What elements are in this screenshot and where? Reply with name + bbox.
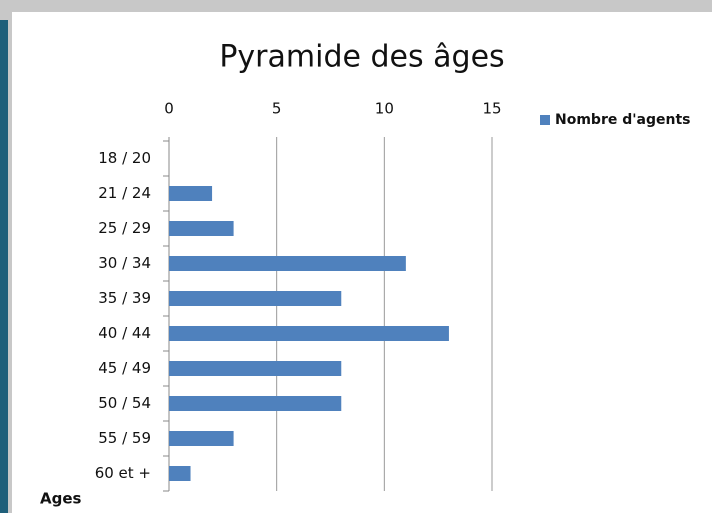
legend-swatch: [540, 115, 550, 125]
y-tick-label: 55 / 59: [98, 429, 151, 447]
side-strip: [0, 20, 8, 513]
bar: [169, 256, 406, 271]
y-tick-label: 21 / 24: [98, 184, 151, 202]
x-tick-label: 10: [375, 100, 394, 118]
x-tick-label: 5: [272, 100, 282, 118]
y-tick-label: 25 / 29: [98, 219, 151, 237]
y-tick-label: 35 / 39: [98, 289, 151, 307]
y-tick-label: 30 / 34: [98, 254, 151, 272]
y-tick-label: 60 et +: [95, 464, 151, 482]
bar: [169, 466, 191, 481]
bar: [169, 396, 342, 411]
y-tick-label: 40 / 44: [98, 324, 151, 342]
y-tick-label: 18 / 20: [98, 149, 151, 167]
bar: [169, 361, 342, 376]
bar: [169, 221, 234, 236]
chart-title: Pyramide des âges: [219, 40, 504, 75]
x-tick-label: 15: [482, 100, 501, 118]
bar: [169, 186, 213, 201]
y-axis-label: Ages: [40, 490, 82, 508]
x-tick-label: 0: [164, 100, 174, 118]
bar: [169, 431, 234, 446]
y-tick-label: 50 / 54: [98, 394, 151, 412]
y-tick-label: 45 / 49: [98, 359, 151, 377]
bar: [169, 326, 449, 341]
bar: [169, 291, 342, 306]
legend-label: Nombre d'agents: [555, 112, 690, 128]
